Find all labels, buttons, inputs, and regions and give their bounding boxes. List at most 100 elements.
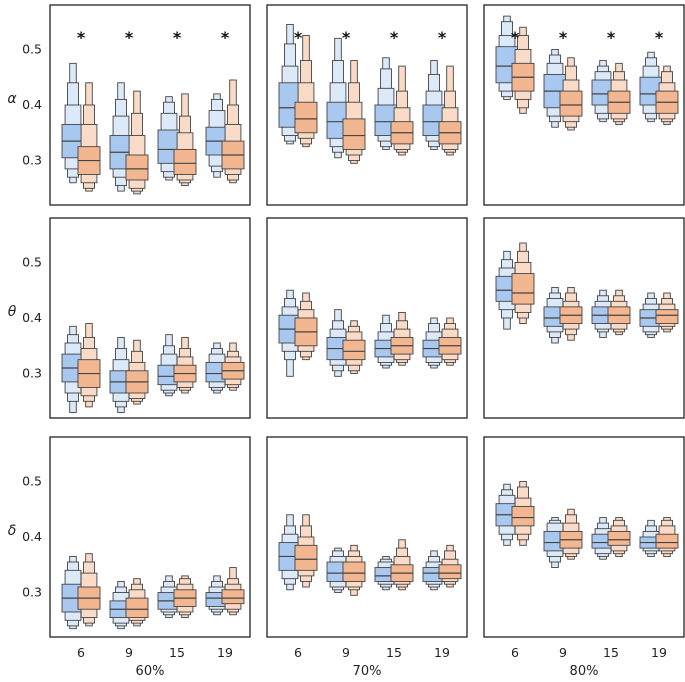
orange-letter-value-box — [655, 517, 679, 557]
panel-0-1: * * * * — [266, 4, 468, 206]
x-tick-label: 6 — [294, 645, 302, 660]
orange-letter-value-box — [438, 317, 462, 366]
panel-2-0: 0.3 0.4 0.5 δ 6 9 15 19 60% — [8, 436, 251, 679]
orange-letter-value-box — [438, 65, 462, 156]
orange-letter-value-box — [559, 57, 583, 131]
x-tick-label: 9 — [559, 645, 567, 660]
orange-letter-value-box — [173, 93, 197, 187]
blue-letter-value-box — [422, 60, 446, 150]
blue-letter-value-box — [61, 62, 85, 184]
orange-letter-value-box — [607, 517, 631, 557]
orange-letter-value-box — [511, 480, 535, 546]
significance-star: * — [390, 28, 399, 47]
x-tick-label: 15 — [169, 645, 185, 660]
significance-star: * — [607, 28, 616, 47]
significance-star: * — [342, 28, 351, 47]
orange-box-level-0 — [294, 101, 318, 134]
orange-box-level-0 — [221, 589, 245, 605]
panel-0-2: * * * * — [483, 4, 685, 206]
y-tick-label: 0.3 — [22, 153, 42, 168]
orange-box-level-0 — [559, 90, 583, 117]
y-tick-label: 0.5 — [22, 473, 42, 488]
orange-letter-value-box — [559, 286, 583, 341]
row-label: θ — [8, 304, 17, 320]
orange-box-level-0 — [511, 273, 535, 305]
orange-letter-value-box — [607, 62, 631, 125]
x-tick-label: 9 — [125, 645, 133, 660]
column-label: 70% — [353, 664, 382, 679]
column-label: 80% — [570, 664, 599, 679]
orange-letter-value-box — [342, 60, 366, 164]
orange-box-level-0 — [511, 505, 535, 527]
x-tick-label: 6 — [77, 645, 85, 660]
orange-box-level-0 — [438, 564, 462, 580]
orange-box-level-0 — [342, 561, 366, 582]
column-label: 60% — [136, 664, 165, 679]
y-tick-label: 0.4 — [22, 529, 42, 544]
orange-box-level-0 — [655, 309, 679, 325]
orange-letter-value-box — [125, 578, 149, 627]
significance-star: * — [77, 28, 86, 47]
panel-2-2: 6 9 15 19 80% — [483, 436, 685, 679]
row-label: α — [7, 91, 17, 107]
orange-box-level-0 — [173, 148, 197, 175]
orange-letter-value-box — [77, 553, 101, 627]
blue-letter-value-box — [374, 314, 398, 369]
x-tick-label: 6 — [511, 645, 519, 660]
orange-letter-value-box — [559, 508, 583, 560]
significance-star: * — [173, 28, 182, 47]
orange-letter-value-box — [173, 575, 197, 619]
orange-letter-value-box — [511, 26, 535, 114]
orange-letter-value-box — [511, 242, 535, 325]
significance-star: * — [125, 28, 134, 47]
orange-box-level-0 — [607, 530, 631, 546]
panel-0-0: * * * * 0.3 0.4 0.5 α — [7, 4, 251, 206]
y-tick-label: 0.4 — [22, 97, 42, 112]
orange-box-level-0 — [125, 597, 149, 618]
panel-1-1 — [266, 217, 468, 419]
panel-2-1: 6 9 15 19 70% — [266, 436, 468, 679]
orange-box-level-0 — [655, 533, 679, 549]
y-tick-label: 0.4 — [22, 310, 42, 325]
blue-letter-value-box — [543, 286, 567, 344]
orange-letter-value-box — [390, 539, 414, 591]
x-tick-label: 19 — [434, 645, 450, 660]
orange-box-level-0 — [294, 544, 318, 571]
orange-box-level-0 — [342, 118, 366, 150]
orange-letter-value-box — [221, 567, 245, 616]
x-tick-label: 19 — [217, 645, 233, 660]
orange-letter-value-box — [438, 544, 462, 588]
orange-letter-value-box — [607, 289, 631, 336]
significance-star: * — [511, 28, 520, 47]
orange-letter-value-box — [655, 65, 679, 125]
orange-letter-value-box — [294, 35, 318, 148]
x-tick-label: 9 — [342, 645, 350, 660]
orange-letter-value-box — [221, 79, 245, 184]
orange-letter-value-box — [342, 320, 366, 375]
significance-star: * — [655, 28, 664, 47]
y-tick-label: 0.3 — [22, 585, 42, 600]
orange-letter-value-box — [390, 311, 414, 366]
x-tick-label: 15 — [386, 645, 402, 660]
orange-letter-value-box — [294, 514, 318, 588]
orange-letter-value-box — [221, 342, 245, 391]
significance-star: * — [221, 28, 230, 47]
row-label: δ — [8, 523, 17, 539]
y-tick-label: 0.5 — [22, 41, 42, 56]
orange-letter-value-box — [342, 544, 366, 596]
significance-star: * — [559, 28, 568, 47]
orange-letter-value-box — [390, 65, 414, 156]
orange-letter-value-box — [125, 90, 149, 195]
significance-star: * — [294, 28, 303, 47]
y-tick-label: 0.3 — [22, 366, 42, 381]
x-tick-label: 19 — [651, 645, 667, 660]
orange-letter-value-box — [294, 292, 318, 361]
panel-1-0: 0.3 0.4 0.5 θ — [8, 217, 251, 419]
orange-box-level-0 — [342, 339, 366, 361]
orange-box-level-0 — [125, 154, 149, 181]
orange-letter-value-box — [77, 323, 101, 408]
orange-letter-value-box — [173, 336, 197, 394]
orange-letter-value-box — [77, 82, 101, 192]
significance-star: * — [438, 28, 447, 47]
